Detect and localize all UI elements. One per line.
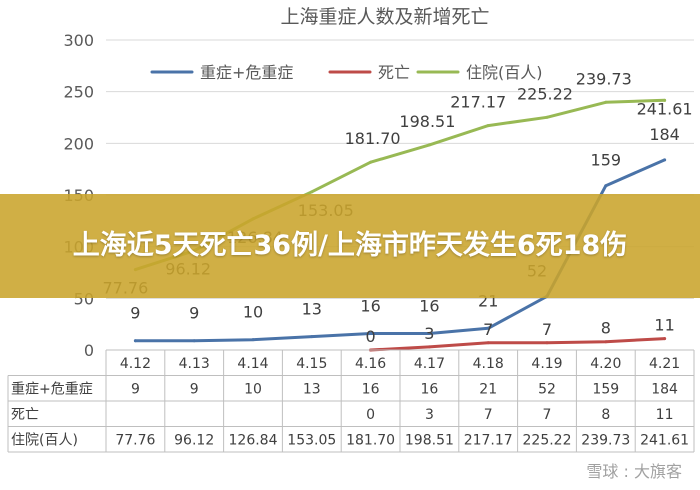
- table-header-cell: 4.12: [120, 356, 151, 372]
- data-label: 11: [654, 316, 674, 335]
- table-header-cell: 4.13: [179, 356, 210, 372]
- table-cell: 126.84: [229, 433, 278, 449]
- table-cell: 52: [538, 382, 556, 398]
- data-point: [545, 341, 549, 345]
- data-point: [663, 98, 667, 102]
- table-cell: 3: [425, 407, 434, 423]
- data-point: [486, 326, 490, 330]
- legend-label: 住院(百人): [466, 63, 543, 82]
- data-point: [604, 340, 608, 344]
- table-cell: 7: [543, 407, 552, 423]
- data-label: 9: [130, 304, 140, 323]
- table-cell: 11: [656, 407, 674, 423]
- table-cell: 77.76: [115, 433, 155, 449]
- y-tick-label: 0: [84, 341, 94, 360]
- data-table: 4.12 4.13 4.14 4.15 4.16 4.17 4.18 4.19 4.20 4.21…: [7, 349, 695, 453]
- data-point: [427, 345, 431, 349]
- table-cell: 13: [303, 382, 321, 398]
- table-cell: 7: [484, 407, 493, 423]
- data-point: [133, 339, 137, 343]
- data-point: [486, 341, 490, 345]
- table-cell: 153.05: [287, 433, 336, 449]
- series-1: [369, 337, 667, 352]
- table-cell: 241.61: [640, 433, 689, 449]
- table-header-cell: 4.17: [414, 356, 445, 372]
- table-cell: 225.22: [523, 433, 572, 449]
- table-row-label: 重症+危重症: [11, 382, 93, 398]
- data-label: 181.70: [345, 129, 401, 148]
- y-tick-label: 300: [63, 31, 94, 50]
- table-cell: 21: [479, 382, 497, 398]
- data-point: [486, 124, 490, 128]
- table-cell: 184: [651, 382, 678, 398]
- data-label: 0: [366, 327, 376, 346]
- data-point: [427, 143, 431, 147]
- series-line: [369, 337, 667, 352]
- legend-label: 死亡: [378, 63, 410, 82]
- table-cell: 181.70: [346, 433, 395, 449]
- data-point: [369, 331, 373, 335]
- headline-text: 上海近5天死亡36例/上海市昨天发生6死18伤: [72, 230, 628, 261]
- data-label: 7: [483, 320, 493, 339]
- table-cell: 0: [366, 407, 375, 423]
- table-cell: 239.73: [581, 433, 630, 449]
- data-point: [604, 184, 608, 188]
- y-tick-label: 250: [63, 83, 94, 102]
- table-header-cell: 4.14: [237, 356, 268, 372]
- table-row-label: 死亡: [11, 407, 39, 423]
- data-point: [545, 115, 549, 119]
- table-cell: 9: [190, 382, 199, 398]
- table-cell: 159: [592, 382, 619, 398]
- table-header-cell: 4.19: [531, 356, 562, 372]
- data-point: [604, 100, 608, 104]
- data-label: 16: [360, 296, 380, 315]
- data-point: [369, 160, 373, 164]
- data-point: [663, 158, 667, 162]
- data-label: 184: [649, 125, 680, 144]
- data-label: 3: [424, 324, 434, 343]
- table-cell: 96.12: [174, 433, 214, 449]
- data-point: [192, 339, 196, 343]
- table-header-cell: 4.18: [473, 356, 504, 372]
- data-point: [310, 190, 314, 194]
- y-tick-label: 200: [63, 134, 94, 153]
- chart-legend: 重症+危重症 死亡 住院(百人): [150, 63, 543, 82]
- data-label: 13: [302, 300, 322, 319]
- data-label: 198.51: [399, 112, 455, 131]
- data-label: 7: [542, 320, 552, 339]
- data-label: 225.22: [517, 84, 573, 103]
- legend-label: 重症+危重症: [200, 63, 293, 82]
- table-cell: 217.17: [464, 433, 513, 449]
- table-cell: 10: [244, 382, 262, 398]
- data-label: 16: [419, 296, 439, 315]
- watermark-text: 雪球 : 大旗客: [586, 462, 682, 481]
- table-header-cell: 4.21: [649, 356, 680, 372]
- data-label: 241.61: [637, 99, 693, 118]
- data-label: 239.73: [576, 69, 632, 88]
- data-label: 10: [243, 303, 263, 322]
- table-cell: 9: [131, 382, 140, 398]
- data-label: 9: [189, 304, 199, 323]
- table-header-cell: 4.20: [590, 356, 621, 372]
- data-point: [251, 338, 255, 342]
- table-cell: 16: [362, 382, 380, 398]
- data-point: [663, 337, 667, 341]
- data-point: [427, 331, 431, 335]
- data-point: [310, 335, 314, 339]
- data-label: 159: [591, 151, 622, 170]
- table-cell: 8: [601, 407, 610, 423]
- data-label: 217.17: [450, 93, 506, 112]
- table-row-label: 住院(百人): [11, 433, 78, 449]
- table-cell: 16: [420, 382, 438, 398]
- table-header-cell: 4.16: [355, 356, 386, 372]
- data-label: 8: [601, 319, 611, 338]
- table-cell: 198.51: [405, 433, 454, 449]
- table-header-cell: 4.15: [296, 356, 327, 372]
- headline-banner: 上海近5天死亡36例/上海市昨天发生6死18伤: [0, 194, 700, 298]
- chart-title: 上海重症人数及新增死亡: [280, 6, 489, 28]
